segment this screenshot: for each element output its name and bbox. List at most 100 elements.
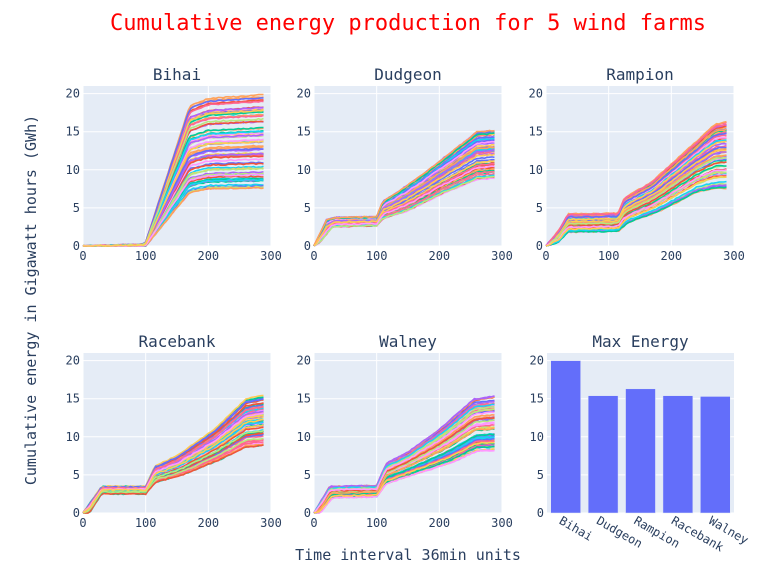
y-tick-label: 0	[536, 239, 543, 253]
x-tick-label: 300	[723, 249, 745, 263]
y-tick-label: 20	[66, 87, 80, 101]
series-line	[313, 395, 495, 514]
y-tick-label: 20	[297, 354, 311, 368]
x-tick-label: 0	[310, 249, 317, 263]
y-tick-label: 20	[297, 87, 311, 101]
series-line	[82, 405, 264, 514]
x-tick-label: 100	[598, 249, 620, 263]
series-line	[313, 403, 495, 514]
series-line	[313, 149, 495, 247]
series-line	[314, 449, 495, 514]
y-tick-label: 15	[297, 125, 311, 139]
x-tick-label: Bihai	[557, 513, 595, 543]
y-tick-label: 20	[530, 354, 544, 368]
series-line	[545, 123, 727, 247]
series-line	[545, 120, 727, 247]
subplot-bihai: 0 5 10 15 20 Bihai 0 100 200 300	[66, 65, 282, 263]
series-line	[313, 433, 495, 514]
x-tick-label: 300	[491, 249, 513, 263]
x-tick-label: 100	[135, 516, 157, 530]
series-line	[313, 140, 495, 247]
x-axis-label: Time interval 36min units	[295, 546, 521, 564]
subplot-dudgeon: 0 5 10 15 20 Dudgeon 0 100 200 300	[297, 65, 513, 263]
series-line	[313, 129, 495, 246]
series-line	[545, 156, 727, 247]
series-line	[545, 132, 727, 247]
x-tick-label: 0	[542, 249, 549, 263]
y-tick-label: 0	[537, 506, 544, 520]
series-line	[82, 429, 264, 514]
bar-rampion	[625, 388, 656, 514]
series-line	[313, 132, 495, 247]
series-line	[82, 140, 264, 247]
y-tick-label: 10	[297, 163, 311, 177]
y-tick-label: 15	[297, 392, 311, 406]
x-tick-label: 200	[197, 249, 219, 263]
series-line	[545, 180, 727, 247]
series-line	[313, 427, 495, 514]
y-tick-label: 5	[537, 468, 544, 482]
series-line	[82, 412, 264, 514]
y-tick-label: 10	[297, 430, 311, 444]
series-line	[313, 416, 495, 514]
x-tick-label: 200	[428, 249, 450, 263]
subplot-title: Walney	[379, 332, 437, 351]
y-tick-label: 20	[66, 354, 80, 368]
subplot-racebank: 0 5 10 15 20 Racebank 0 100 200 300	[66, 332, 282, 530]
series-line	[545, 175, 727, 247]
y-tick-label: 5	[73, 468, 80, 482]
y-tick-label: 10	[529, 163, 543, 177]
x-tick-label: 200	[660, 249, 682, 263]
x-tick-label: 100	[366, 249, 388, 263]
series-line	[313, 153, 495, 247]
y-tick-label: 0	[73, 506, 80, 520]
y-tick-label: 10	[66, 163, 80, 177]
x-tick-label: 100	[366, 516, 388, 530]
series-line	[313, 175, 495, 247]
y-tick-label: 5	[304, 201, 311, 215]
x-tick-label: 100	[135, 249, 157, 263]
y-tick-label: 20	[529, 87, 543, 101]
series-line	[313, 411, 495, 514]
x-tick-label: 0	[79, 516, 86, 530]
subplot-title: Dudgeon	[374, 65, 441, 84]
y-tick-label: 0	[73, 239, 80, 253]
y-tick-label: 0	[304, 506, 311, 520]
series-line	[545, 161, 727, 247]
x-tick-label: 200	[428, 516, 450, 530]
y-tick-label: 5	[536, 201, 543, 215]
x-tick-label: 200	[197, 516, 219, 530]
series-line	[545, 169, 727, 247]
subplot-title: Racebank	[138, 332, 215, 351]
bar-racebank	[662, 395, 694, 514]
y-tick-label: 5	[304, 468, 311, 482]
y-tick-label: 15	[530, 392, 544, 406]
subplot-title: Rampion	[606, 65, 673, 84]
y-tick-label: 15	[66, 125, 80, 139]
x-tick-label: 300	[260, 249, 282, 263]
bar-walney	[700, 396, 731, 514]
x-tick-label: 300	[491, 516, 513, 530]
y-tick-label: 0	[304, 239, 311, 253]
series-line	[545, 149, 727, 247]
subplot-title: Max Energy	[592, 332, 689, 351]
series-line	[313, 165, 495, 247]
subplot-walney: 0 5 10 15 20 Walney 0 100 200 300	[297, 332, 513, 530]
series-line	[83, 444, 264, 514]
subplot-rampion: 0 5 10 15 20 Rampion 0 100 200 300	[529, 65, 745, 263]
y-tick-label: 15	[66, 392, 80, 406]
y-tick-label: 15	[529, 125, 543, 139]
x-tick-label: 0	[79, 249, 86, 263]
y-tick-label: 10	[66, 430, 80, 444]
bar-dudgeon	[587, 395, 619, 514]
figure-title: Cumulative energy production for 5 wind …	[110, 11, 706, 36]
series-line	[545, 186, 727, 247]
x-tick-label: 300	[260, 516, 282, 530]
series-line	[545, 128, 727, 247]
series-line	[545, 140, 727, 247]
bar-bihai	[550, 360, 581, 514]
x-tick-label: 0	[310, 516, 317, 530]
y-tick-label: 10	[530, 430, 544, 444]
y-tick-label: 5	[73, 201, 80, 215]
